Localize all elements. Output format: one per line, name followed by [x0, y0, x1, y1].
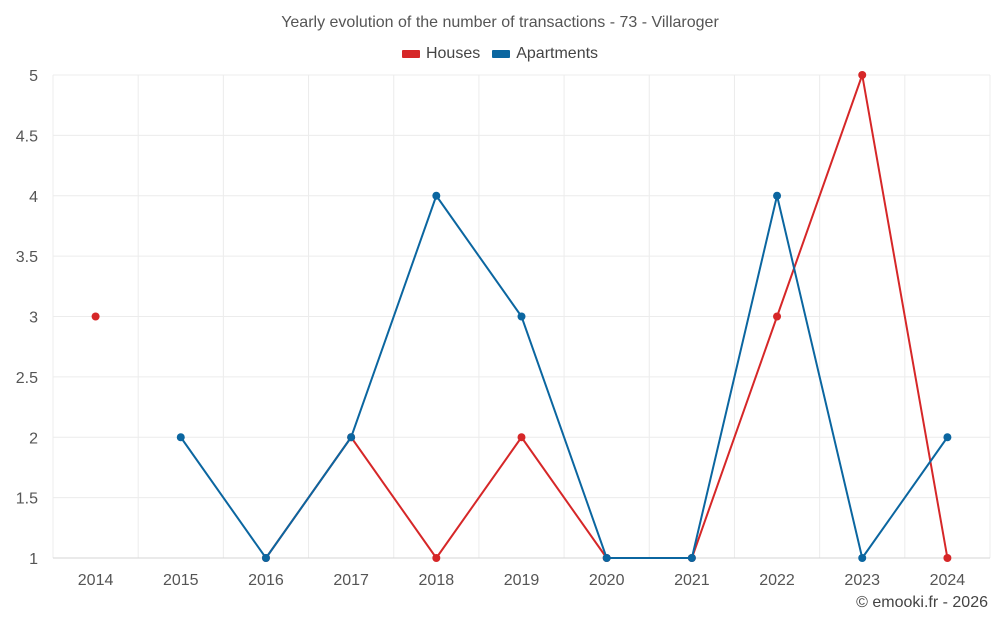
data-point-apartments [602, 554, 611, 562]
data-point-apartments [943, 433, 952, 442]
chart-title: Yearly evolution of the number of transa… [281, 14, 719, 31]
y-tick-label: 2.5 [16, 370, 38, 387]
x-tick-label: 2015 [163, 572, 199, 589]
legend-swatch-houses [401, 50, 420, 58]
data-point-houses [773, 312, 782, 321]
x-tick-label: 2019 [504, 572, 540, 589]
y-tick-label: 1.5 [16, 491, 38, 508]
x-tick-label: 2024 [930, 572, 966, 589]
legend-swatch-apartments [492, 50, 511, 58]
data-point-houses [91, 312, 100, 321]
x-tick-label: 2017 [333, 572, 369, 589]
x-tick-label: 2018 [419, 572, 455, 589]
legend-label-apartments: Apartments [516, 45, 599, 62]
data-point-apartments [773, 191, 782, 200]
copyright-text: © emooki.fr - 2026 [856, 594, 988, 611]
x-tick-label: 2014 [78, 572, 114, 589]
data-point-apartments [176, 433, 185, 442]
y-tick-label: 4.5 [16, 128, 38, 145]
data-point-houses [858, 71, 867, 79]
series-line-apartments [179, 194, 949, 559]
data-point-apartments [432, 191, 441, 200]
x-tick-label: 2016 [248, 572, 284, 589]
legend-item-houses[interactable]: Houses [401, 45, 481, 63]
x-tick-label: 2021 [674, 572, 710, 589]
y-tick-label: 1 [29, 551, 38, 568]
legend-label-houses: Houses [425, 45, 481, 62]
y-tick-label: 2 [29, 430, 38, 447]
data-point-apartments [347, 433, 356, 442]
legend: Houses Apartments [0, 45, 1000, 63]
data-point-apartments [517, 312, 526, 321]
x-tick-label: 2023 [844, 572, 880, 589]
data-point-houses [432, 554, 441, 562]
legend-item-apartments[interactable]: Apartments [492, 45, 598, 63]
data-point-houses [943, 554, 952, 562]
y-tick-label: 3 [29, 310, 38, 327]
data-point-houses [517, 433, 526, 442]
y-tick-label: 4 [29, 189, 38, 206]
data-point-apartments [858, 554, 867, 562]
x-tick-label: 2020 [589, 572, 625, 589]
data-point-apartments [687, 554, 696, 562]
x-tick-label: 2022 [759, 572, 795, 589]
y-tick-label: 3.5 [16, 249, 38, 266]
data-point-apartments [261, 554, 270, 562]
y-tick-label: 5 [29, 68, 38, 85]
